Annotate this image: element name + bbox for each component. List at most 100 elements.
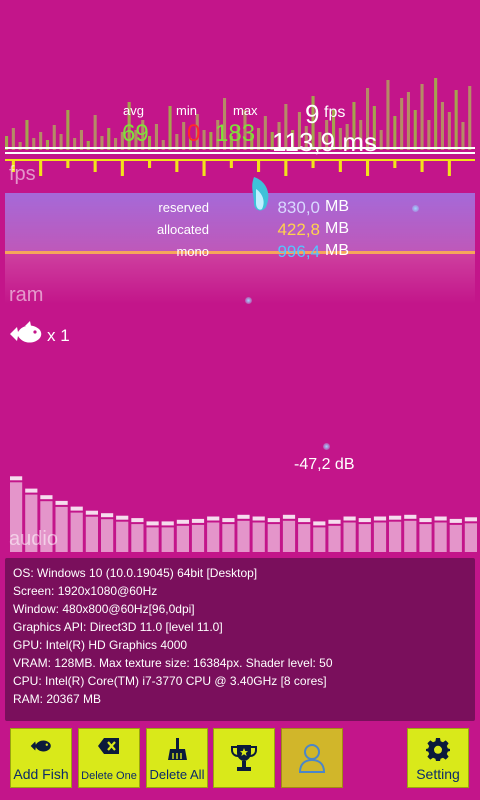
fps-bar: [182, 122, 186, 150]
info-vram: VRAM: 128MB. Max texture size: 16384px. …: [13, 656, 333, 670]
fps-bar: [304, 126, 308, 150]
audio-bar: [404, 520, 417, 552]
ram-band: [5, 193, 475, 253]
info-ram: RAM: 20367 MB: [13, 692, 102, 706]
fps-bar: [11, 128, 15, 150]
audio-bar: [70, 512, 83, 552]
fps-bar: [270, 132, 274, 150]
audio-bar: [131, 524, 144, 552]
fps-dip-bar: [311, 160, 315, 168]
fps-dip-bar: [175, 160, 179, 172]
fps-bar: [141, 120, 145, 150]
fps-bar: [127, 102, 131, 150]
ram-mono-value: 996,4: [277, 242, 320, 261]
fps-bar: [434, 78, 438, 150]
fps-bar: [420, 84, 424, 150]
fps-dip-bar: [366, 160, 370, 176]
audio-bar: [55, 506, 68, 552]
ram-reserved-label: reserved: [158, 200, 209, 215]
audio-bar: [222, 524, 235, 552]
audio-peak: [328, 519, 341, 524]
fps-graph: [5, 78, 475, 176]
fps-bar: [148, 136, 152, 150]
fps-bar: [366, 88, 370, 150]
fps-bar: [195, 114, 199, 150]
ram-allocated-unit: MB: [325, 220, 349, 237]
fps-dip-bar: [39, 160, 43, 176]
fps-dip-bar: [257, 160, 261, 172]
fps-bar: [338, 128, 342, 150]
fps-dip-bar: [148, 160, 152, 168]
ram-allocated-value: 422,8: [277, 220, 320, 239]
fps-bar: [400, 98, 404, 150]
user-button[interactable]: [281, 728, 343, 788]
audio-db-value: -47,2 dB: [294, 456, 355, 473]
fps-bar: [59, 134, 63, 150]
audio-bar: [313, 527, 326, 552]
ram-divider: [5, 251, 475, 254]
audio-peak: [267, 518, 280, 523]
fps-bar: [32, 138, 36, 150]
audio-bar: [161, 527, 174, 552]
fps-dip-bar: [120, 160, 124, 176]
fps-dip-bar: [66, 160, 70, 168]
ram-mono-label: mono: [176, 244, 209, 259]
audio-bar: [328, 525, 341, 552]
current-fps-value: 9: [305, 99, 320, 129]
fps-dip-bar: [202, 160, 206, 176]
fps-bar: [5, 136, 9, 150]
fps-dip-bar: [284, 160, 288, 176]
setting-label: Setting: [416, 766, 460, 782]
ram-fade: [5, 254, 475, 304]
audio-peak: [313, 521, 326, 526]
audio-bar: [237, 520, 250, 552]
audio-peak: [55, 500, 68, 505]
fps-section-label: fps: [9, 163, 36, 185]
audio-peak: [343, 516, 356, 521]
add-fish-button[interactable]: Add Fish: [10, 728, 72, 788]
ram-section-label: ram: [9, 284, 44, 306]
fish-icon: [10, 321, 42, 343]
info-screen: Screen: 1920x1080@60Hz: [13, 584, 158, 598]
fps-bar: [297, 112, 301, 150]
fps-bar: [223, 98, 227, 150]
fps-bar: [277, 122, 281, 150]
fps-bar: [461, 122, 465, 150]
trophy-button[interactable]: [213, 728, 275, 788]
audio-peak: [389, 515, 402, 520]
audio-peak: [191, 518, 205, 523]
setting-button[interactable]: Setting: [407, 728, 469, 788]
fps-bar: [209, 132, 213, 150]
audio-peak: [449, 518, 462, 523]
audio-peak: [85, 510, 98, 515]
delete-one-button[interactable]: Delete One: [78, 728, 140, 788]
fps-bar: [406, 92, 410, 150]
audio-bar: [419, 524, 432, 552]
bubble: [412, 205, 419, 212]
audio-bar: [434, 522, 447, 552]
fps-bar: [188, 138, 192, 150]
fps-bar: [18, 142, 22, 150]
fps-bar: [284, 104, 288, 150]
audio-peak: [176, 519, 189, 524]
fps-bar: [386, 80, 390, 150]
avg-value: 69: [122, 120, 149, 147]
audio-graph: [10, 476, 477, 552]
trophy-icon: [231, 745, 257, 771]
bubble: [245, 297, 252, 304]
audio-peak: [161, 521, 174, 526]
fps-bar: [359, 120, 363, 150]
fish-count: x 1: [47, 326, 70, 345]
fps-dip-bar: [229, 160, 233, 168]
audio-peak: [10, 476, 23, 481]
fps-dip-bar: [420, 160, 424, 172]
audio-bar: [101, 519, 114, 552]
gear-icon: [426, 738, 450, 761]
delete-all-button[interactable]: Delete All: [146, 728, 208, 788]
audio-peak: [207, 516, 220, 521]
fps-dip-bar: [338, 160, 342, 172]
fps-bar: [100, 136, 104, 150]
audio-bar: [176, 525, 189, 552]
fps-bar: [134, 130, 138, 150]
bubble: [323, 443, 330, 450]
